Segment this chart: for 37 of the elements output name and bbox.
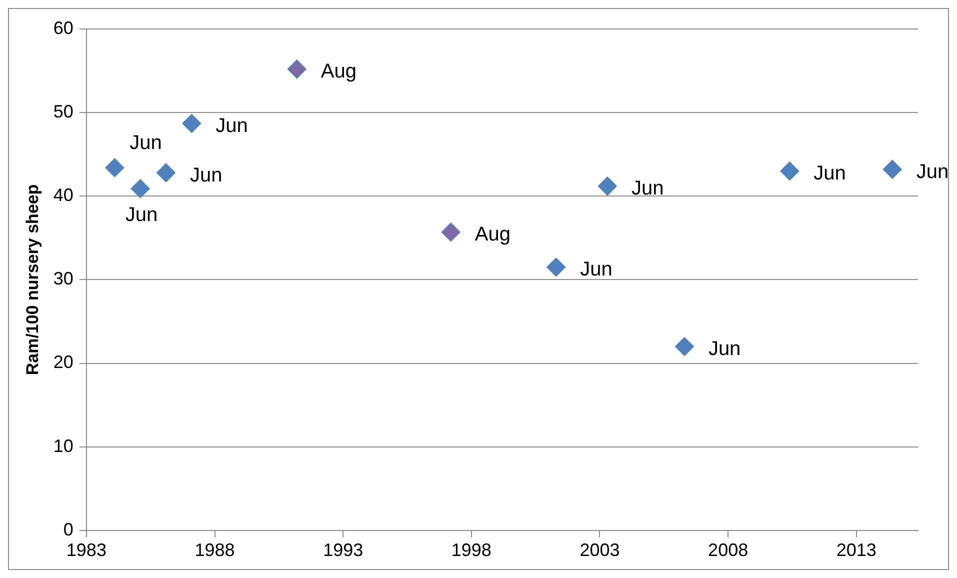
annotation: Jun bbox=[708, 338, 741, 360]
y-tick-label: 0 bbox=[63, 519, 74, 540]
x-tick-label: 2003 bbox=[580, 540, 620, 560]
annotation: Aug bbox=[320, 60, 356, 83]
annotation: Jun bbox=[130, 132, 162, 154]
annotation: Jun bbox=[190, 164, 222, 186]
y-tick-label: 40 bbox=[53, 185, 74, 206]
annotation: Jun bbox=[125, 204, 158, 226]
annotation: Jun bbox=[916, 160, 949, 183]
point bbox=[287, 60, 306, 79]
point bbox=[546, 258, 566, 277]
y-tick-label: 50 bbox=[53, 102, 74, 122]
x-tick-label: 1988 bbox=[194, 540, 235, 560]
y-tick-label: 20 bbox=[53, 352, 74, 372]
x-tick-label: 1998 bbox=[451, 540, 492, 560]
annotation: Jun bbox=[631, 178, 664, 200]
annotation: Jun bbox=[580, 258, 612, 281]
y-tick-label: 30 bbox=[53, 268, 74, 289]
point bbox=[441, 222, 460, 242]
x-tick-label: 1993 bbox=[323, 540, 364, 560]
point bbox=[156, 163, 176, 182]
annotation: Jun bbox=[216, 114, 248, 137]
point bbox=[598, 176, 617, 196]
annotation: Aug bbox=[474, 224, 510, 246]
point bbox=[674, 337, 694, 356]
point bbox=[182, 114, 202, 133]
x-tick-label: 2013 bbox=[836, 540, 876, 560]
x-tick-label: 2008 bbox=[708, 540, 748, 560]
y-tick-label: 10 bbox=[53, 436, 74, 456]
y-axis-title: Ram/100 nursery sheep bbox=[22, 184, 42, 376]
point bbox=[130, 179, 150, 198]
annotation: Jun bbox=[814, 162, 846, 185]
y-tick-label: 60 bbox=[53, 18, 74, 38]
point bbox=[780, 162, 800, 181]
x-tick-label: 1983 bbox=[66, 540, 106, 560]
point bbox=[105, 158, 124, 178]
point bbox=[882, 160, 902, 179]
